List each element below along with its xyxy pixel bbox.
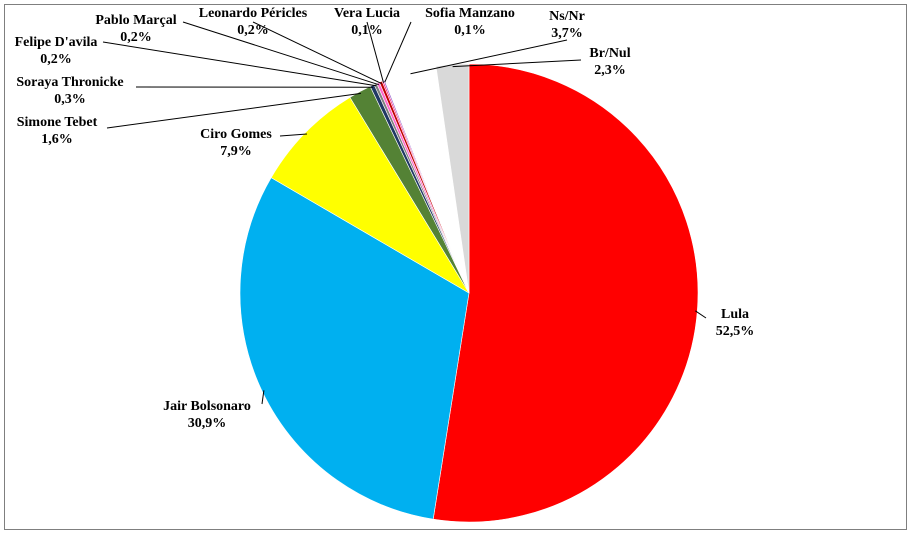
slice-label-pablo-marcal: Pablo Marçal [95, 13, 176, 28]
slice-label-sofia-manzano: Sofia Manzano [425, 6, 515, 21]
leader-line-simone-tebet [106, 92, 361, 129]
slice-value-ns-nr: 3,7% [551, 26, 583, 41]
pie-slice-lula [432, 63, 699, 523]
slice-labels: Lula 52,5% Jair Bolsonaro 30,9% Ciro Gomes 7,… [15, 6, 755, 431]
slice-value-simone-tebet: 1,6% [41, 132, 73, 147]
slice-label-br-nul: Br/Nul [589, 46, 630, 61]
slice-label-ciro-gomes: Ciro Gomes [200, 127, 272, 142]
slice-value-jair-bolsonaro: 30,9% [188, 416, 227, 431]
slice-value-br-nul: 2,3% [594, 63, 626, 78]
slice-label-leonardo-pericles: Leonardo Péricles [199, 6, 308, 21]
slice-value-sofia-manzano: 0,1% [454, 23, 486, 38]
slice-value-soraya-thronicke: 0,3% [54, 92, 86, 107]
leader-line-felipe-d-avila [102, 41, 377, 87]
leader-line-jair-bolsonaro [261, 390, 265, 405]
slice-value-vera-lucia: 0,1% [351, 23, 383, 38]
pie-slice-ciro-gomes [270, 96, 470, 294]
slice-label-felipe-d-avila: Felipe D'avila [15, 35, 98, 50]
pie-slices [239, 63, 699, 523]
leader-line-lula [695, 310, 707, 319]
slice-value-pablo-marcal: 0,2% [120, 30, 152, 45]
slice-label-ns-nr: Ns/Nr [549, 9, 585, 24]
slice-value-felipe-d-avila: 0,2% [40, 52, 72, 67]
slice-label-simone-tebet: Simone Tebet [17, 115, 98, 130]
slice-value-ciro-gomes: 7,9% [220, 144, 252, 159]
pie-slice-jair-bolsonaro [239, 177, 470, 520]
slice-label-vera-lucia: Vera Lucia [334, 6, 400, 21]
slice-value-leonardo-pericles: 0,2% [237, 23, 269, 38]
slice-label-lula: Lula [721, 307, 749, 322]
leader-line-ns-nr [410, 39, 568, 75]
leader-line-pablo-marcal [182, 21, 379, 86]
leader-line-br-nul [452, 59, 582, 68]
leader-lines [102, 21, 707, 405]
slice-label-jair-bolsonaro: Jair Bolsonaro [163, 399, 251, 414]
leader-line-vera-lucia [366, 21, 384, 83]
leader-line-sofia-manzano [384, 21, 412, 83]
slice-value-lula: 52,5% [716, 324, 755, 339]
leader-line-ciro-gomes [279, 133, 308, 137]
slice-label-soraya-thronicke: Soraya Thronicke [16, 75, 123, 90]
leader-line-leonardo-pericles [252, 21, 382, 85]
